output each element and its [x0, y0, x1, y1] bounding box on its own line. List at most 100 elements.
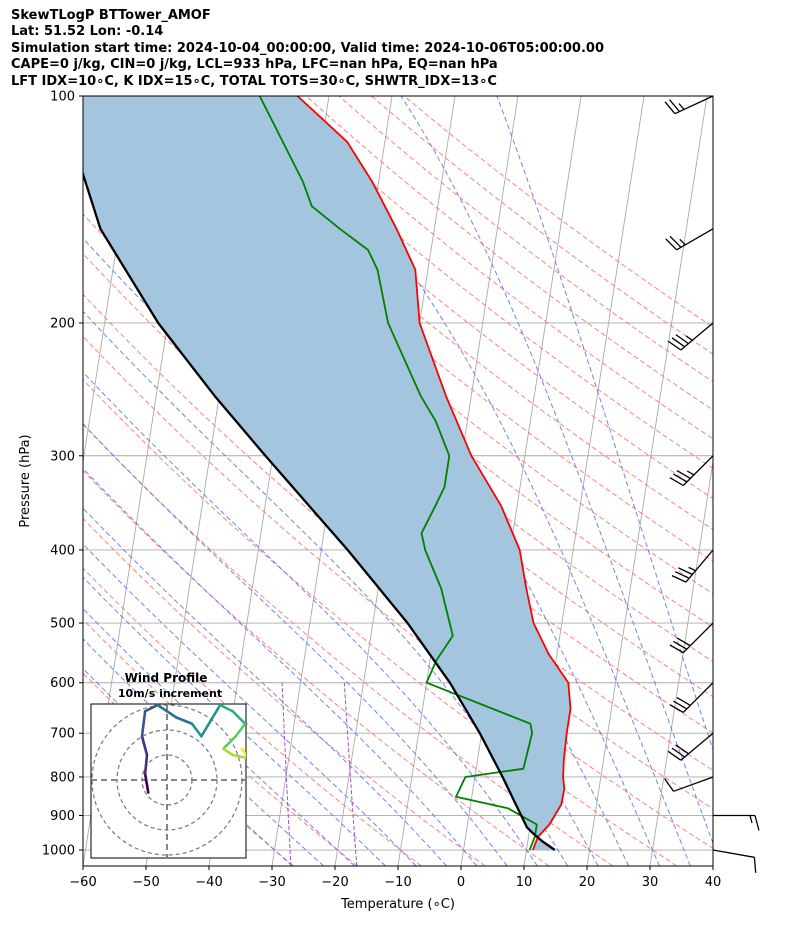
x-tick-label: 40	[705, 875, 722, 890]
hodograph-segment	[200, 704, 222, 738]
isotherm-line	[0, 96, 77, 866]
moist-adiabat-line	[83, 543, 417, 866]
isotherm-line	[586, 96, 708, 866]
x-tick-label: 20	[579, 875, 596, 890]
dry-adiabat-line	[371, 96, 713, 355]
wind-barb	[671, 549, 714, 583]
moist-adiabat-line	[83, 467, 478, 866]
hodograph-segment	[143, 753, 149, 776]
dewpoint-line	[258, 96, 538, 851]
stability-indices-line: LFT IDX=10∘C, K IDX=15∘C, TOTAL TOTS=30∘…	[11, 73, 497, 89]
hodograph-segment	[240, 747, 246, 758]
wind-barb	[664, 776, 714, 792]
location-line: Lat: 51.52 Lon: -0.14	[11, 24, 164, 40]
y-tick-label: 800	[50, 770, 75, 785]
temperature-line	[296, 96, 572, 851]
x-tick-label: −50	[132, 875, 159, 890]
y-tick-label: 200	[50, 316, 75, 331]
parcel-path-line	[83, 170, 556, 851]
chart-title: SkewTLogP BTTower_AMOF	[11, 8, 211, 23]
dry-adiabat-line	[83, 335, 713, 850]
profile-lines	[83, 96, 572, 851]
wind-barb	[665, 228, 714, 251]
isotherm-line	[712, 863, 713, 866]
moist-adiabat-line	[496, 96, 713, 752]
wind-barb	[667, 322, 714, 351]
y-tick-label: 100	[50, 90, 75, 105]
mixing-ratio-line	[281, 682, 292, 866]
wind-barb	[713, 814, 760, 831]
hodograph-segment	[140, 734, 149, 757]
inset-content	[91, 704, 246, 858]
dry-adiabat-line	[83, 423, 614, 866]
moist-adiabat-line	[83, 638, 324, 866]
mixing-ratio-line	[343, 682, 358, 866]
hodograph-segment	[140, 709, 147, 738]
hodograph-inset: Wind Profile 10m/s increment	[90, 671, 247, 859]
hodograph-segment	[143, 704, 159, 713]
x-tick-label: −20	[321, 875, 348, 890]
x-tick-label: −40	[195, 875, 222, 890]
y-axis-label: Pressure (hPa)	[18, 434, 33, 527]
moist-adiabat-line	[83, 310, 569, 866]
dry-adiabat-line	[273, 96, 713, 440]
moist-adiabat-line	[83, 423, 508, 866]
moist-adiabat-line	[83, 148, 630, 866]
hodograph-segment	[231, 753, 246, 760]
parcel-indices-line: CAPE=0 j/kg, CIN=0 j/kg, LCL=933 hPa, LF…	[11, 57, 498, 73]
dry-adiabat-line	[83, 252, 713, 771]
y-tick-label: 1000	[42, 844, 75, 859]
hodograph-segment	[231, 709, 246, 726]
wind-barb	[667, 732, 714, 761]
dry-adiabat-line	[403, 96, 713, 328]
y-tick-label: 400	[50, 543, 75, 558]
wind-barb	[712, 849, 757, 873]
cin-shaded-area	[83, 96, 571, 850]
isotherm-line	[0, 96, 14, 866]
chart-header: SkewTLogP BTTower_AMOF Lat: 51.52 Lon: -…	[11, 8, 604, 90]
wind-barb	[669, 682, 714, 713]
time-line: Simulation start time: 2024-10-04_00:00:…	[11, 40, 604, 56]
dry-adiabat-line	[110, 96, 713, 595]
hodograph-segment	[156, 704, 178, 719]
moist-adiabat-line	[83, 576, 386, 866]
inset-subtitle: 10m/s increment	[118, 687, 222, 700]
wind-barbs	[664, 95, 760, 873]
dry-adiabat-line	[83, 293, 713, 810]
dry-adiabat-line	[338, 96, 713, 383]
moist-adiabat-line	[83, 371, 538, 866]
wind-barb	[669, 622, 714, 654]
hodograph-segment	[175, 716, 194, 726]
y-tick-label: 900	[50, 809, 75, 824]
isotherm-line	[649, 458, 713, 866]
dry-adiabat-line	[83, 100, 713, 628]
hodograph-segment	[221, 734, 238, 751]
hodograph-segment	[234, 722, 246, 738]
dry-adiabat-line	[83, 567, 422, 866]
hodograph-segment	[190, 722, 203, 738]
moist-adiabat-line	[264, 96, 691, 866]
moist-adiabat-line	[83, 667, 293, 866]
y-tick-label: 500	[50, 617, 75, 632]
x-tick-label: −30	[258, 875, 285, 890]
axes: −60 −50 −40 −30 −20 −10 0 10 20 30 40 100 200 300 400 5…	[42, 90, 721, 891]
hodograph-segment	[143, 772, 150, 794]
isotherm-line	[776, 96, 794, 866]
moist-adiabat-line	[134, 96, 660, 866]
x-tick-label: 10	[516, 875, 533, 890]
x-tick-label: −60	[69, 875, 96, 890]
x-tick-label: 0	[457, 875, 465, 890]
inset-title: Wind Profile	[125, 671, 208, 685]
hodograph-segment	[218, 704, 234, 713]
wind-barb	[669, 455, 714, 487]
dry-adiabat-line	[305, 96, 713, 411]
y-tick-label: 700	[50, 727, 75, 742]
moist-adiabat-line	[83, 608, 355, 866]
hodograph-segment	[221, 747, 234, 757]
y-tick-label: 600	[50, 676, 75, 691]
x-axis-label: Temperature (∘C)	[340, 897, 455, 912]
x-tick-label: −10	[384, 875, 411, 890]
moist-adiabat-line	[400, 96, 713, 845]
x-tick-label: 30	[642, 875, 659, 890]
